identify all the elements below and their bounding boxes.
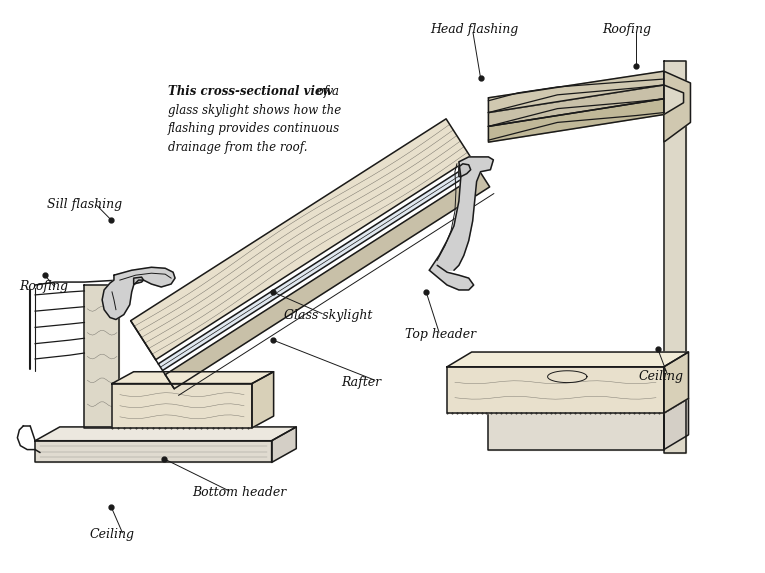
Text: Roofing: Roofing <box>603 23 652 36</box>
Text: Sill flashing: Sill flashing <box>47 198 122 211</box>
Polygon shape <box>165 173 490 388</box>
Polygon shape <box>664 71 691 142</box>
Polygon shape <box>447 352 688 367</box>
Text: Top header: Top header <box>405 328 477 341</box>
Text: of a: of a <box>313 85 339 98</box>
Polygon shape <box>664 398 688 450</box>
Polygon shape <box>35 441 272 462</box>
Polygon shape <box>488 85 664 127</box>
Text: Ceiling: Ceiling <box>90 528 135 541</box>
Polygon shape <box>459 164 470 176</box>
Polygon shape <box>664 61 685 453</box>
Polygon shape <box>272 427 296 462</box>
Text: drainage from the roof.: drainage from the roof. <box>168 141 307 154</box>
Text: flashing provides continuous: flashing provides continuous <box>168 123 340 135</box>
Polygon shape <box>35 427 296 441</box>
Text: Glass skylight: Glass skylight <box>285 309 373 323</box>
Polygon shape <box>488 71 664 112</box>
Polygon shape <box>112 383 252 428</box>
Text: Ceiling: Ceiling <box>639 370 684 383</box>
Text: Roofing: Roofing <box>19 280 68 293</box>
Polygon shape <box>488 99 664 142</box>
Polygon shape <box>103 267 175 320</box>
Polygon shape <box>84 285 119 428</box>
Polygon shape <box>429 265 474 290</box>
Polygon shape <box>158 162 478 371</box>
Text: glass skylight shows how the: glass skylight shows how the <box>168 104 341 117</box>
Polygon shape <box>112 372 274 383</box>
Text: Head flashing: Head flashing <box>430 23 518 36</box>
Polygon shape <box>488 398 688 413</box>
Polygon shape <box>134 277 144 284</box>
Text: Rafter: Rafter <box>341 376 381 389</box>
Polygon shape <box>252 372 274 428</box>
Polygon shape <box>488 413 664 450</box>
Polygon shape <box>429 157 493 270</box>
Polygon shape <box>447 367 664 413</box>
Text: This cross-sectional view: This cross-sectional view <box>168 85 332 98</box>
Polygon shape <box>664 352 688 413</box>
Text: Bottom header: Bottom header <box>193 486 287 499</box>
Polygon shape <box>131 119 471 360</box>
